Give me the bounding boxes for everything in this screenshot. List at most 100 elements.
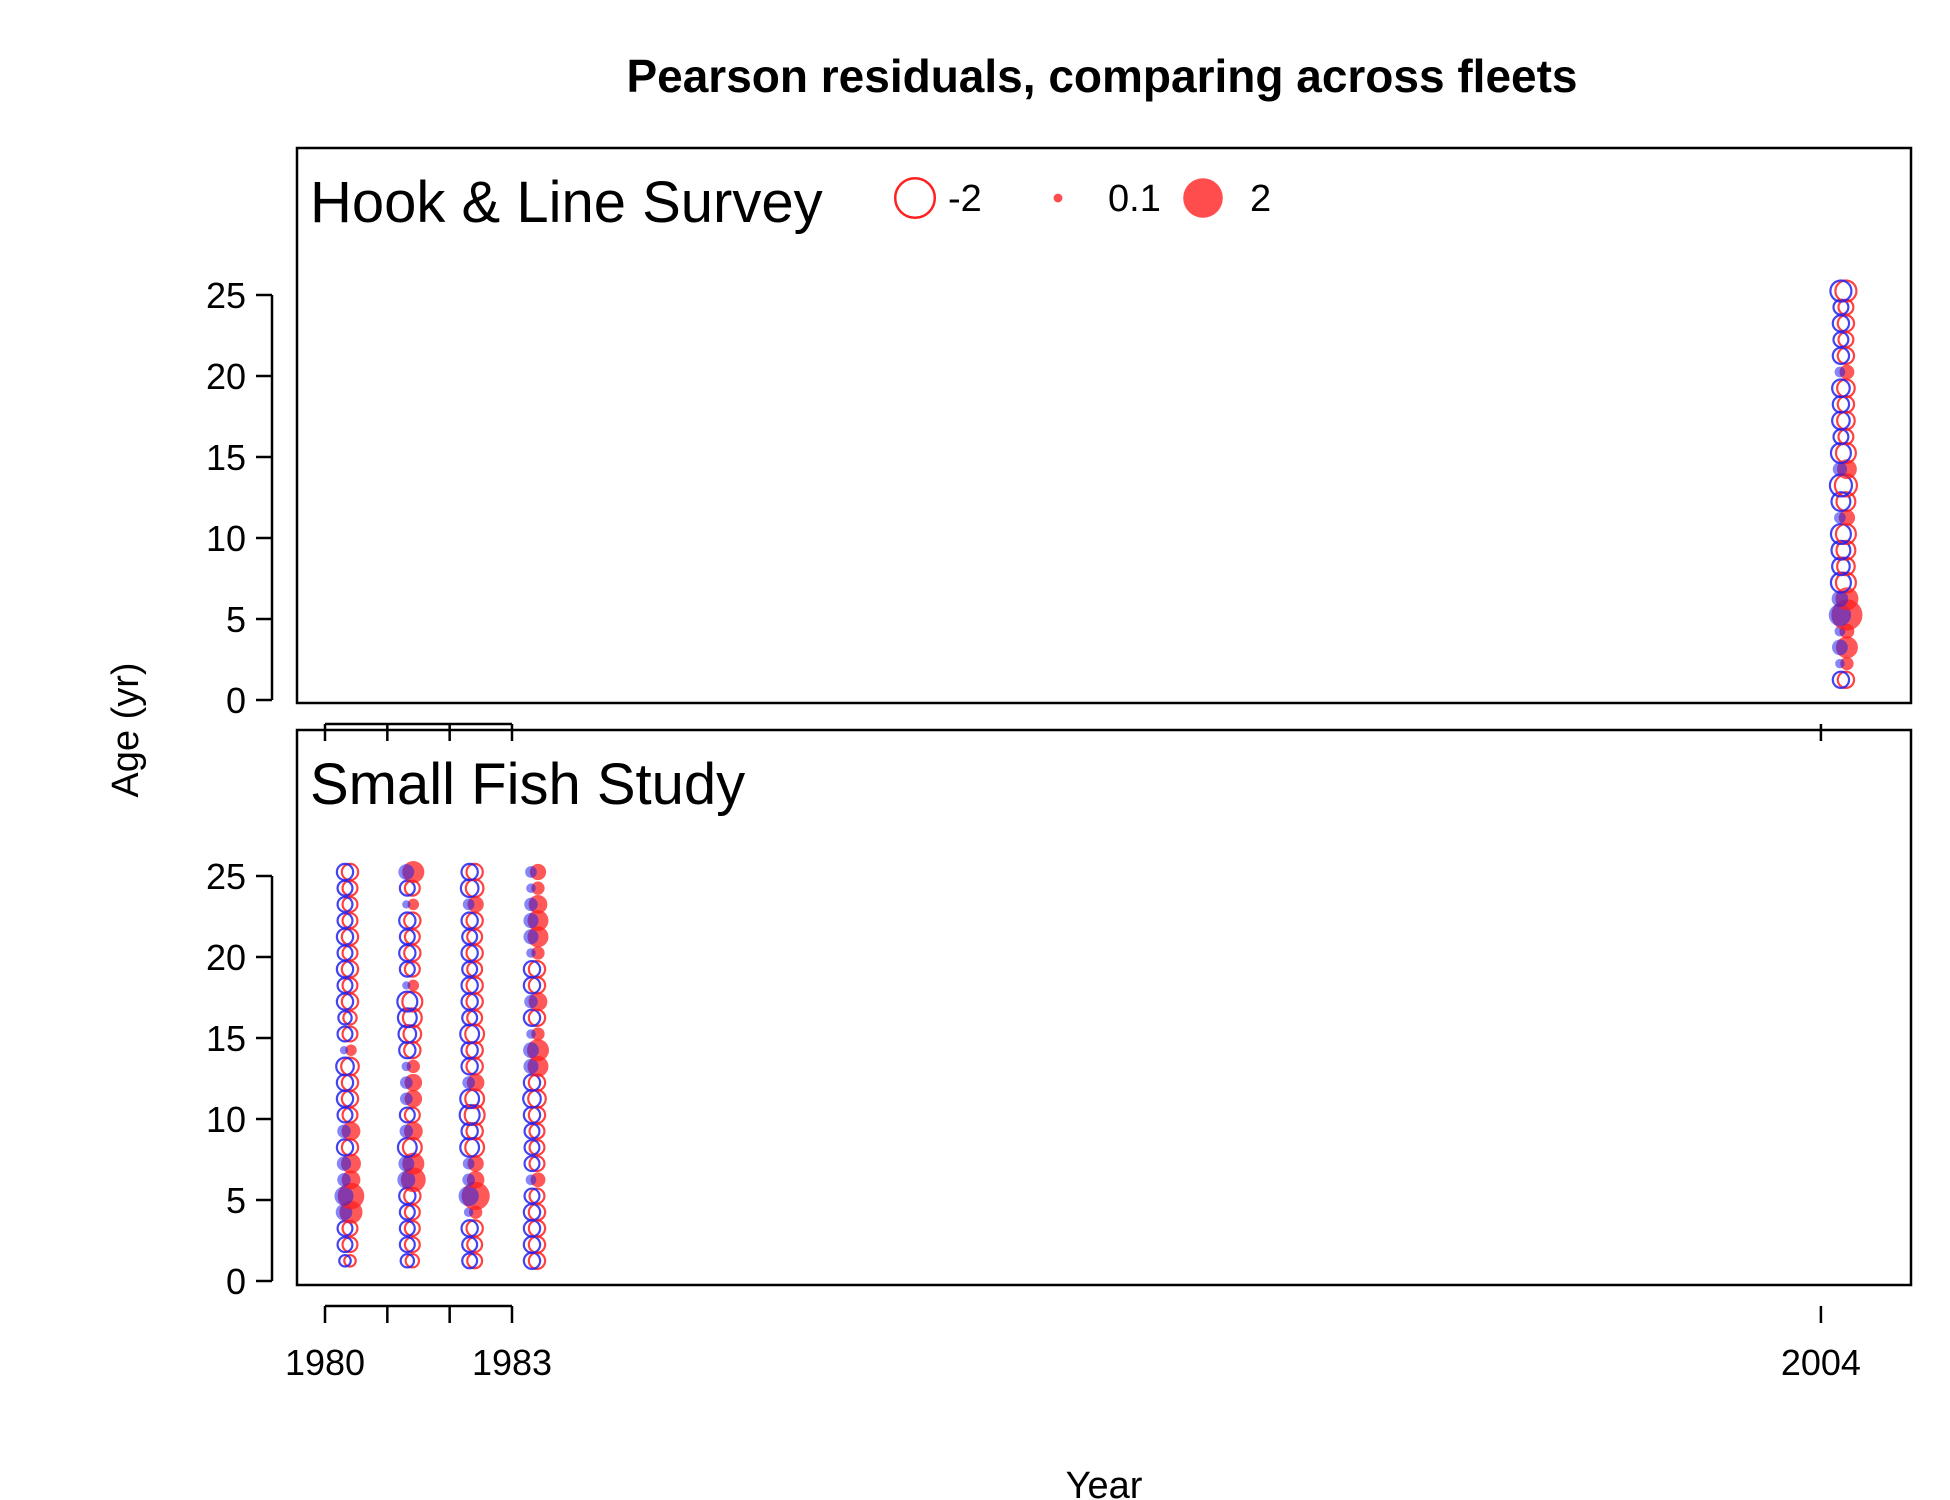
residual-bubble [523, 1155, 541, 1173]
y-tick-label: 5 [226, 1180, 246, 1221]
residual-bubble [338, 1253, 352, 1268]
residual-bubble [407, 898, 420, 911]
residual-bubble [340, 862, 360, 882]
residual-bubble [1831, 639, 1848, 656]
y-tick-label: 20 [206, 937, 246, 978]
residual-bubble [1830, 539, 1852, 561]
residual-bubble [1834, 366, 1846, 378]
residual-bubble [526, 1029, 536, 1039]
residual-bubble [531, 1027, 545, 1041]
residual-bubble [399, 1253, 416, 1269]
y-tick-label: 20 [206, 356, 246, 397]
x-axis-label: Year [1066, 1465, 1143, 1500]
residual-bubble [528, 1187, 546, 1205]
panel-1-bubbles [334, 860, 550, 1271]
axes: 0 5 10 15 20 25 0 5 10 15 20 25 1980 1983 2004 [206, 275, 1861, 1383]
residual-bubble [335, 1056, 355, 1077]
y-tick-label: 0 [226, 680, 246, 721]
residual-bubble [461, 1252, 479, 1270]
residual-bubble [1832, 462, 1848, 477]
residual-bubble [458, 1185, 479, 1207]
legend-symbol [893, 176, 937, 220]
residual-bubble [1834, 279, 1858, 303]
residual-bubble [523, 1187, 541, 1205]
residual-bubble [522, 959, 542, 979]
residual-bubble [525, 1174, 537, 1186]
residual-bubble [397, 1170, 416, 1189]
residual-bubble [337, 1010, 353, 1026]
residual-bubble [336, 895, 354, 913]
residual-bubble [342, 1010, 358, 1026]
residual-bubble [403, 1106, 421, 1124]
residual-bubble [523, 1058, 539, 1074]
residual-bubble [335, 1138, 355, 1157]
residual-bubble [1836, 670, 1856, 690]
legend-label: 0.1 [1108, 178, 1161, 220]
top-panel-frame [295, 146, 1913, 705]
residual-bubble [528, 1155, 546, 1173]
residual-bubble [398, 911, 417, 930]
residual-bubble [1836, 378, 1856, 399]
residual-bubble [396, 1007, 418, 1029]
residual-bubble [401, 1007, 423, 1029]
legend-symbol [1053, 193, 1063, 203]
residual-bubble [531, 881, 545, 895]
residual-bubble [401, 1061, 412, 1072]
x-tick-label: 1983 [472, 1342, 552, 1383]
top-panel-label: Hook & Line Survey [310, 170, 823, 235]
residual-bubble [336, 912, 354, 930]
residual-bubble [460, 862, 479, 882]
residual-bubble [340, 1056, 360, 1077]
residual-bubble [526, 948, 536, 958]
bubbles [334, 279, 1863, 1271]
x-tick-label: 1980 [285, 1342, 365, 1383]
residual-bubble [460, 911, 479, 930]
residual-bubble [463, 1207, 474, 1217]
residual-bubble [464, 1023, 486, 1045]
residual-bubble [403, 1236, 421, 1254]
residual-bubble [459, 1023, 481, 1045]
residual-bubble [462, 1157, 475, 1170]
y-tick-label: 10 [206, 1099, 246, 1140]
residual-bubble [523, 1138, 541, 1156]
residual-bubble [462, 1076, 475, 1089]
residual-bubble [402, 900, 411, 909]
residual-bubble [531, 946, 545, 960]
residual-bubble [528, 1138, 546, 1156]
residual-bubble [465, 862, 484, 882]
residual-bubble [341, 1025, 359, 1043]
residual-bubble [400, 1076, 413, 1089]
residual-bubble [465, 1219, 484, 1238]
x-tick-label: 2004 [1781, 1342, 1861, 1383]
residual-bubble [459, 1088, 481, 1110]
residual-bubble [396, 990, 419, 1013]
residual-bubble [336, 1236, 354, 1254]
residual-bubble [1835, 491, 1857, 513]
residual-bubble [1831, 590, 1849, 608]
y-tick-label: 5 [226, 599, 246, 640]
top-panel: Hook & Line Survey [295, 146, 1913, 705]
residual-bubble [464, 1136, 486, 1158]
y-tick-label: 0 [226, 1261, 246, 1302]
residual-bubble [398, 1219, 416, 1237]
chart-title: Pearson residuals, comparing across flee… [626, 50, 1577, 102]
residual-bubble [523, 929, 539, 945]
residual-bubble [459, 1136, 481, 1158]
residual-bubble [407, 979, 420, 992]
residual-bubble [341, 912, 359, 930]
residual-bubble [458, 1103, 481, 1127]
residual-bubble [527, 959, 547, 979]
residual-bubble [1835, 658, 1845, 669]
residual-bubble [460, 1219, 479, 1238]
residual-bubble [339, 1046, 349, 1055]
y-tick-label: 15 [206, 1018, 246, 1059]
bottom-panel: Small Fish Study [295, 728, 1913, 1287]
residual-bubble [402, 981, 411, 990]
residual-bubble [341, 1236, 359, 1254]
residual-bubble [403, 1219, 421, 1237]
residual-bubble [337, 1124, 351, 1138]
y-tick-label: 15 [206, 437, 246, 478]
y-tick-label: 25 [206, 275, 246, 316]
residual-bubble [523, 1042, 539, 1059]
residual-bubble [335, 862, 355, 882]
